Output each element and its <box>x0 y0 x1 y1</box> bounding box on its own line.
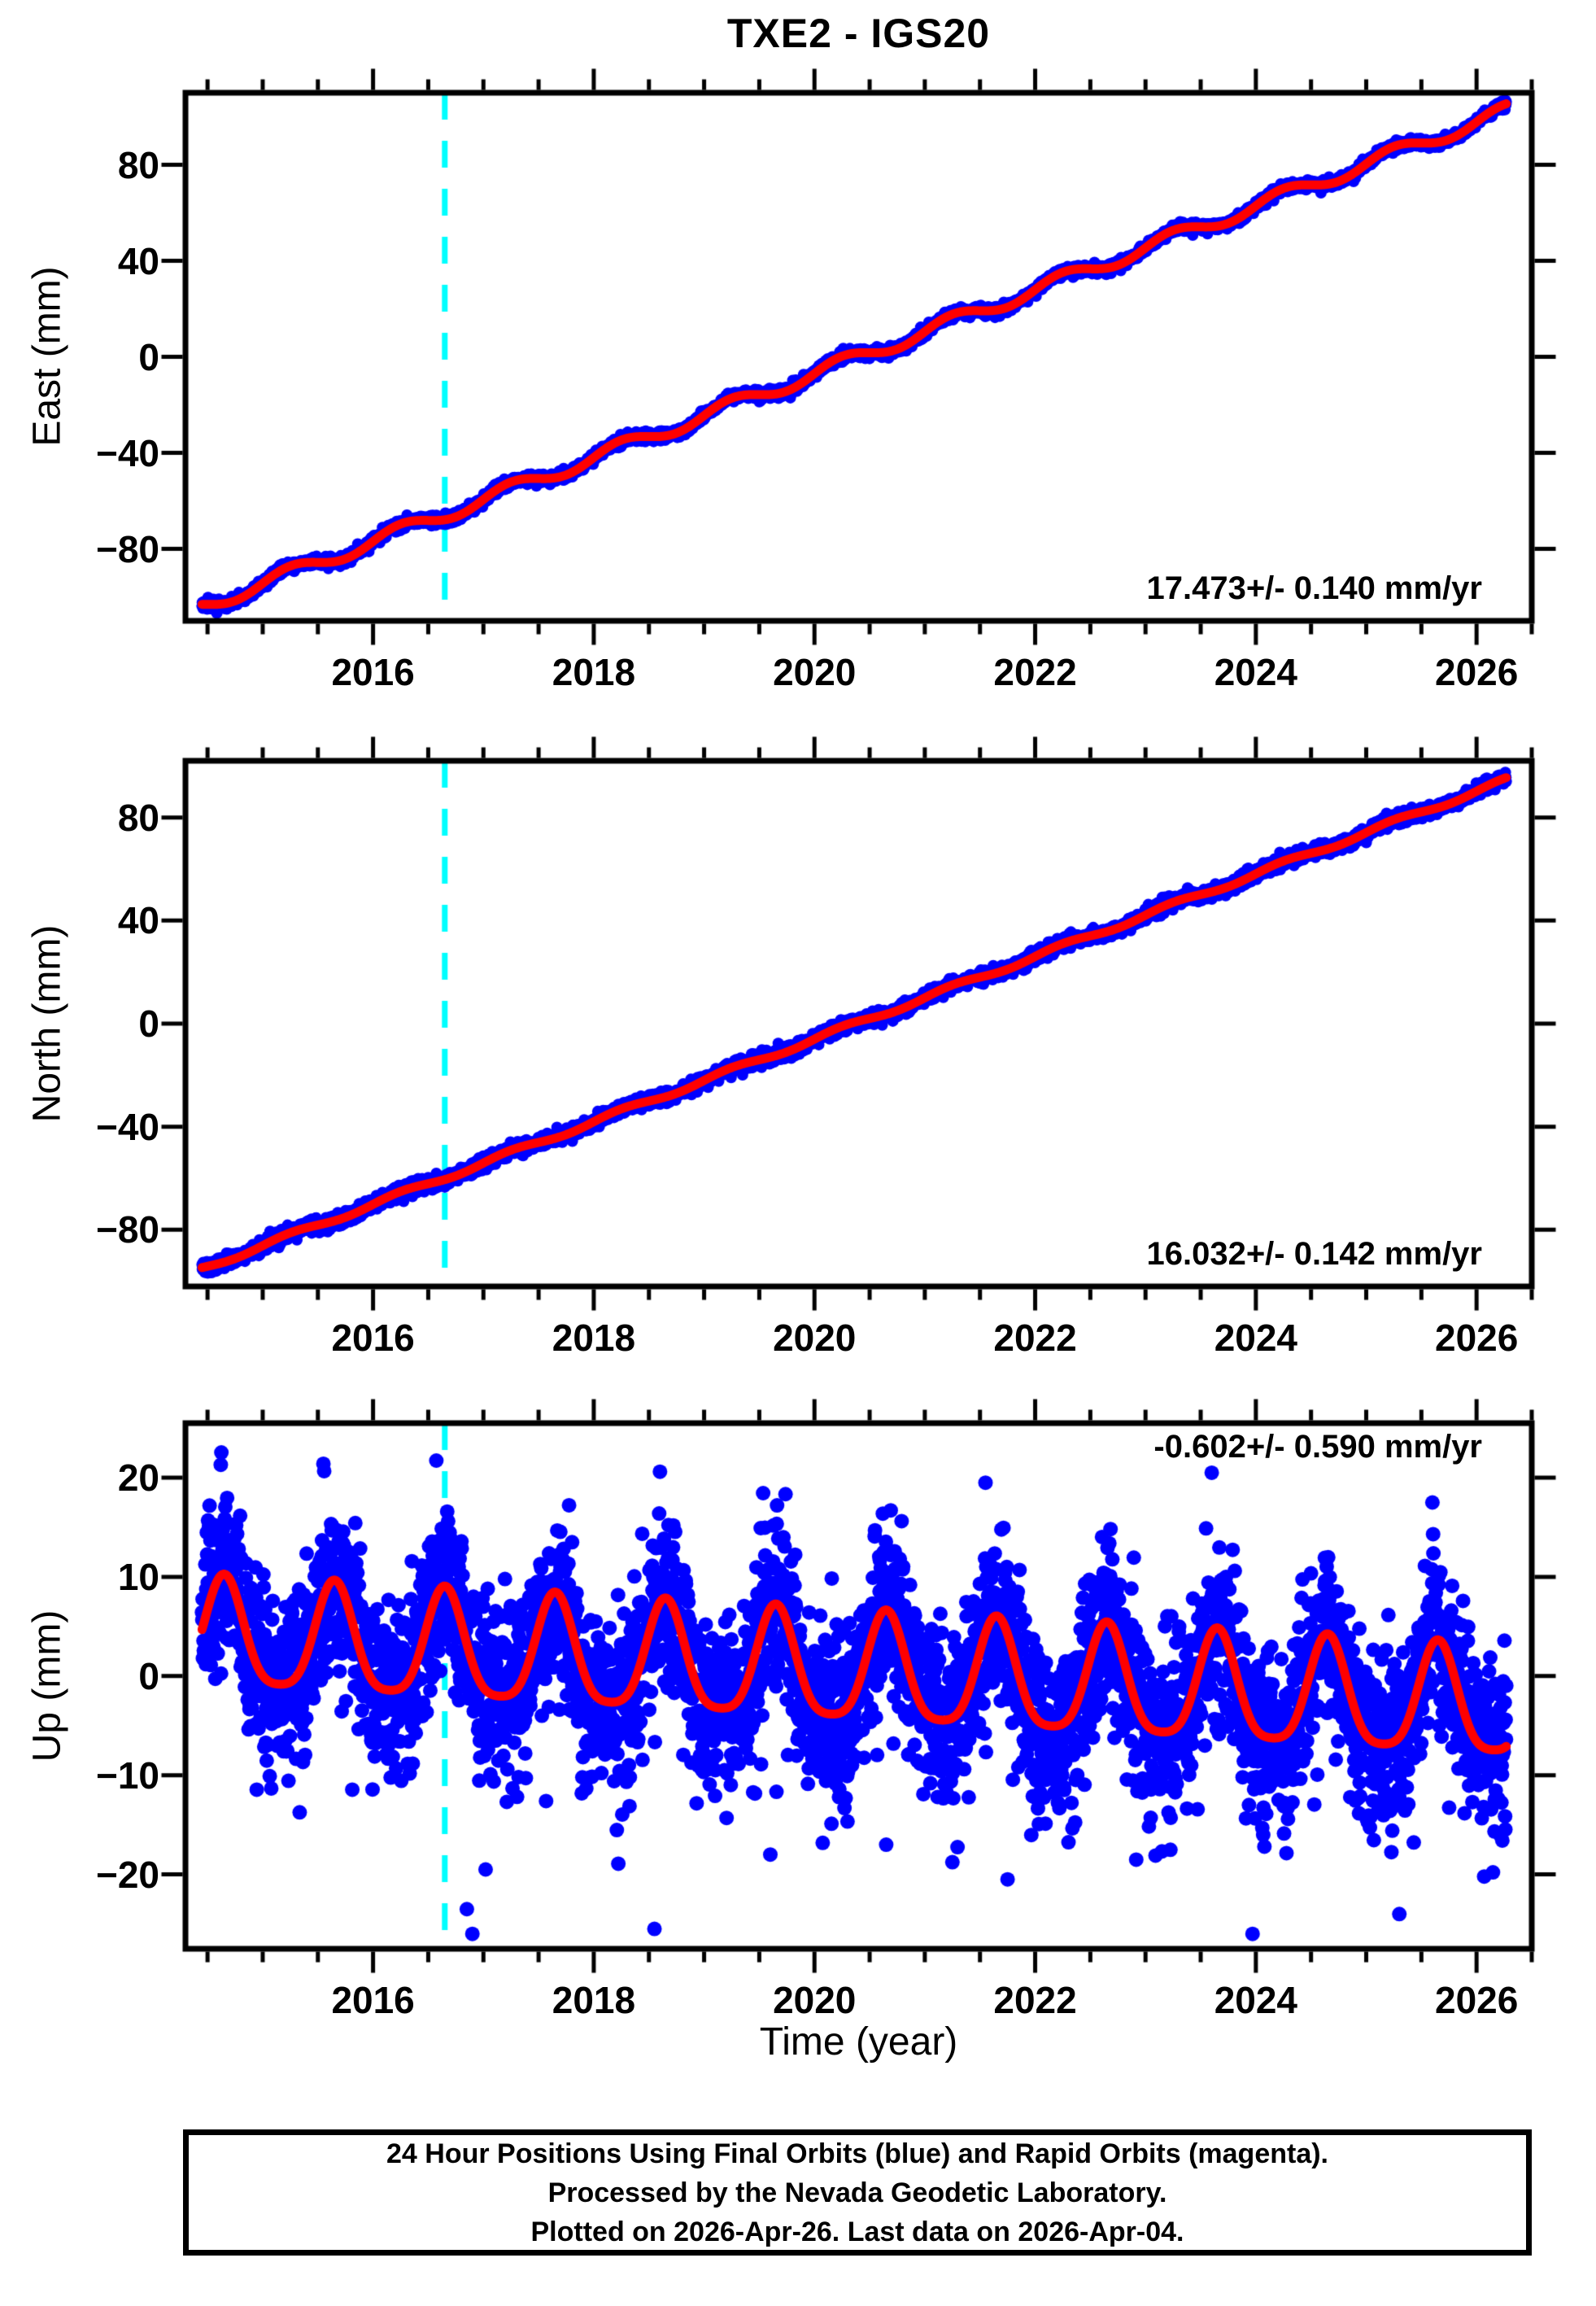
east-x-tick-label: 2022 <box>993 651 1077 693</box>
time-axis-label: Time (year) <box>759 2020 958 2064</box>
up-y-tick-label: 20 <box>117 1457 159 1500</box>
up-y-tick-label: 10 <box>117 1555 159 1598</box>
footer-line-orbits: 24 Hour Positions Using Final Orbits (bl… <box>386 2138 1328 2169</box>
north-x-tick-label: 2018 <box>552 1317 636 1359</box>
up-x-tick-label: 2022 <box>993 1979 1077 2021</box>
north-y-tick-label: −40 <box>95 1105 159 1148</box>
east-x-tick-label: 2024 <box>1214 651 1298 693</box>
page-title: TXE2 - IGS20 <box>726 11 991 56</box>
up-x-tick-label: 2016 <box>331 1979 415 2021</box>
north-x-tick-label: 2016 <box>331 1317 415 1359</box>
east-y-tick-label: −80 <box>95 527 159 570</box>
up-x-tick-label: 2020 <box>773 1979 857 2021</box>
east-x-tick-label: 2026 <box>1435 651 1519 693</box>
up-rate-annotation: -0.602+/- 0.590 mm/yr <box>1153 1429 1482 1465</box>
north-y-tick-label: −80 <box>95 1208 159 1251</box>
north-x-tick-label: 2022 <box>993 1317 1077 1359</box>
up-y-tick-label: −20 <box>95 1853 159 1896</box>
up-x-tick-label: 2026 <box>1435 1979 1519 2021</box>
east-y-tick-label: 0 <box>138 335 159 378</box>
footer-note-box: 24 Hour Positions Using Final Orbits (bl… <box>183 2129 1532 2256</box>
east-rate-annotation: 17.473+/- 0.140 mm/yr <box>1146 570 1482 606</box>
north-y-tick-label: 0 <box>138 1002 159 1045</box>
east-x-tick-label: 2020 <box>773 651 857 693</box>
up-y-tick-label: −10 <box>95 1754 159 1797</box>
north-rate-annotation: 16.032+/- 0.142 mm/yr <box>1146 1236 1482 1272</box>
east-y-tick-label: 80 <box>117 143 159 186</box>
up-x-tick-label: 2018 <box>552 1979 636 2021</box>
up-y-tick-label: 0 <box>138 1654 159 1697</box>
footer-line-processed: Processed by the Nevada Geodetic Laborat… <box>547 2177 1167 2208</box>
north-y-tick-label: 80 <box>117 796 159 839</box>
north-y-tick-label: 40 <box>117 899 159 942</box>
east-x-tick-label: 2016 <box>331 651 415 693</box>
east-y-tick-label: −40 <box>95 431 159 474</box>
up-x-tick-label: 2024 <box>1214 1979 1298 2021</box>
east-y-tick-label: 40 <box>117 239 159 282</box>
footer-line-plotted: Plotted on 2026-Apr-26. Last data on 202… <box>530 2216 1184 2247</box>
east-x-tick-label: 2018 <box>552 651 636 693</box>
north-x-tick-label: 2020 <box>773 1317 857 1359</box>
north-x-tick-label: 2026 <box>1435 1317 1519 1359</box>
north-x-tick-label: 2024 <box>1214 1317 1298 1359</box>
